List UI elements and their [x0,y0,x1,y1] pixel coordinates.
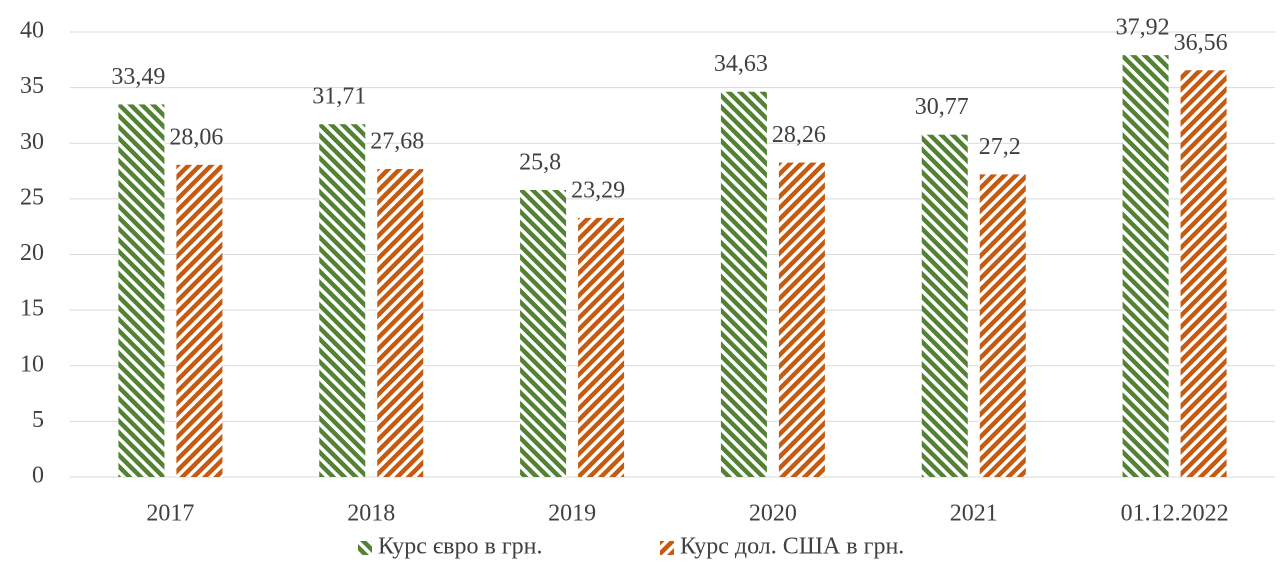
y-tick-label: 15 [20,296,44,322]
x-tick-label: 01.12.2022 [1121,501,1229,527]
x-tick-label: 2017 [146,501,194,527]
y-tick-label: 40 [20,18,44,44]
x-tick-label: 2019 [548,501,596,527]
data-label: 30,77 [915,94,969,120]
legend-swatch [660,541,674,555]
x-tick-label: 2020 [749,501,797,527]
data-label: 36,56 [1174,30,1228,56]
data-label: 37,92 [1116,15,1170,41]
y-tick-label: 10 [20,351,44,377]
bar [1122,55,1169,477]
legend-label: Курс дол. США в грн. [680,534,904,560]
y-tick-label: 25 [20,184,44,210]
legend-swatch [358,541,372,555]
y-tick-label: 0 [32,463,44,489]
data-label: 23,29 [571,177,625,203]
x-tick-label: 2021 [950,501,998,527]
bar [1180,70,1227,478]
data-label: 25,8 [519,149,561,175]
data-label: 28,26 [772,122,826,148]
data-label: 28,06 [169,124,223,150]
bar [578,217,625,477]
bar [520,189,567,477]
bar [921,134,968,477]
y-tick-label: 35 [20,73,44,99]
bar [979,174,1026,477]
bar [176,164,223,477]
x-tick-label: 2018 [347,501,395,527]
bar [720,91,767,478]
y-tick-label: 20 [20,240,44,266]
y-tick-label: 5 [32,407,44,433]
data-label: 31,71 [312,84,366,110]
bar [319,124,366,477]
bar [778,162,825,478]
data-label: 34,63 [714,51,768,77]
bar [118,104,165,477]
data-label: 27,2 [979,134,1021,160]
y-tick-label: 30 [20,129,44,155]
data-label: 27,68 [370,129,424,155]
data-label: 33,49 [111,64,165,90]
bar [377,169,424,477]
legend-label: Курс євро в грн. [378,534,543,560]
